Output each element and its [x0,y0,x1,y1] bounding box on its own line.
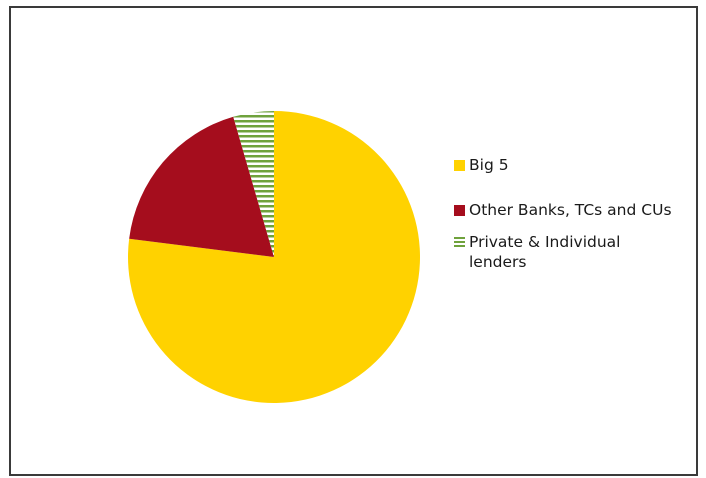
legend-swatch-other-banks [454,205,465,216]
legend-swatch-private-lenders [454,237,465,248]
legend-item-other-banks: Other Banks, TCs and CUs [454,200,694,220]
legend-label-private-lenders: Private & Individual lenders [469,233,621,271]
legend-label-big-5: Big 5 [469,156,509,174]
pie-slices [128,111,421,403]
legend-item-private-lenders: Private & Individual lenders [454,232,694,272]
pie-slice-private-individual-lenders [233,111,274,257]
legend-label-other-banks: Other Banks, TCs and CUs [469,201,672,219]
chart-legend: Big 5 Other Banks, TCs and CUs Private &… [454,155,694,297]
legend-item-big-5: Big 5 [454,155,694,175]
pie-slice-big-5 [128,111,421,403]
legend-swatch-big-5 [454,160,465,171]
pie-slice-other-banks-tcs-and-cus [129,116,274,257]
